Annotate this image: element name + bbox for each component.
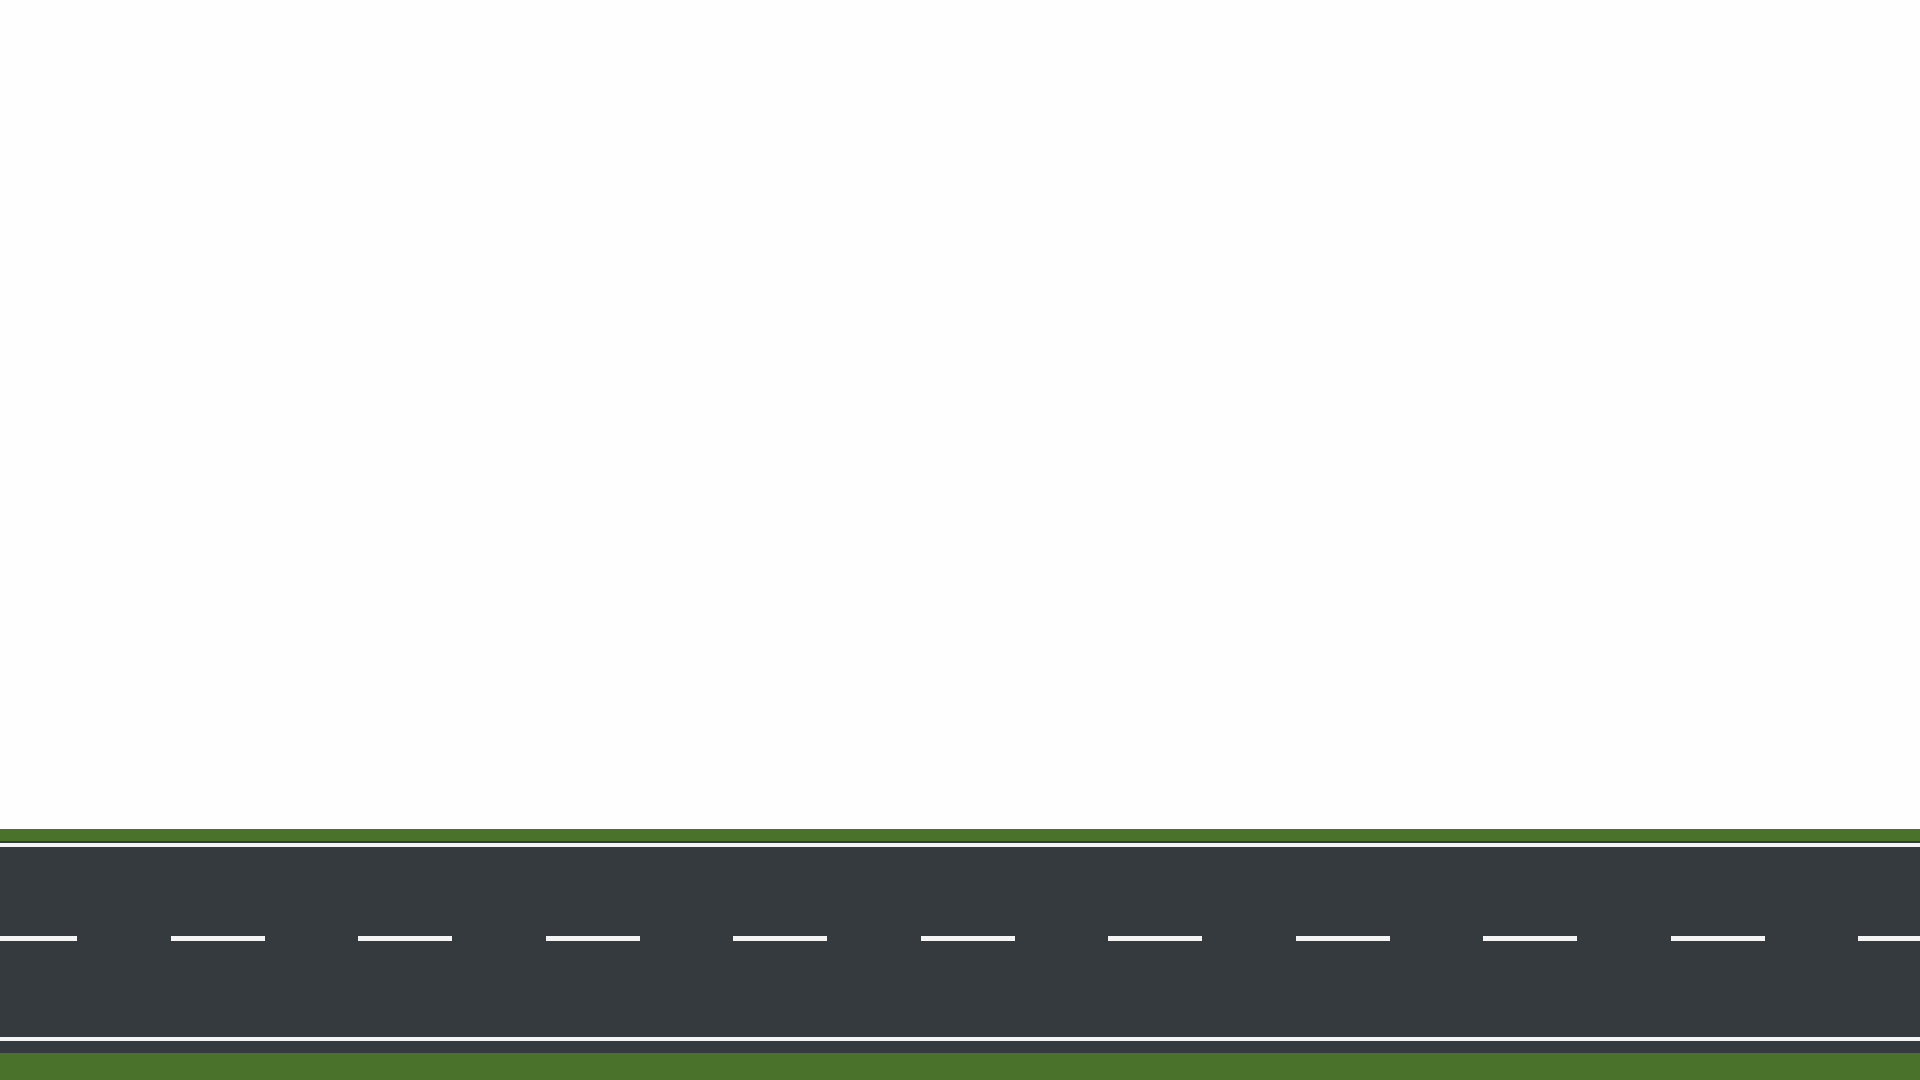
- road-center-dash: [1108, 936, 1202, 941]
- grass-strip-top: [0, 829, 1920, 841]
- road-edge-line-top: [0, 843, 1920, 847]
- road-center-dash: [358, 936, 452, 941]
- road: [0, 841, 1920, 1053]
- road-edge-line-bottom: [0, 1037, 1920, 1041]
- road-center-dashed-line: [0, 936, 1920, 941]
- road-center-dash: [1295, 936, 1390, 941]
- road-center-dash: [0, 936, 77, 941]
- road-center-dash: [920, 936, 1015, 941]
- grass-strip-bottom: [0, 1053, 1920, 1080]
- road-center-dash: [1858, 936, 1920, 941]
- road-center-dash: [733, 936, 827, 941]
- road-center-dash: [170, 936, 265, 941]
- road-center-dash: [1670, 936, 1765, 941]
- road-center-dash: [545, 936, 640, 941]
- sky-background: [0, 0, 1920, 829]
- road-center-dash: [1483, 936, 1577, 941]
